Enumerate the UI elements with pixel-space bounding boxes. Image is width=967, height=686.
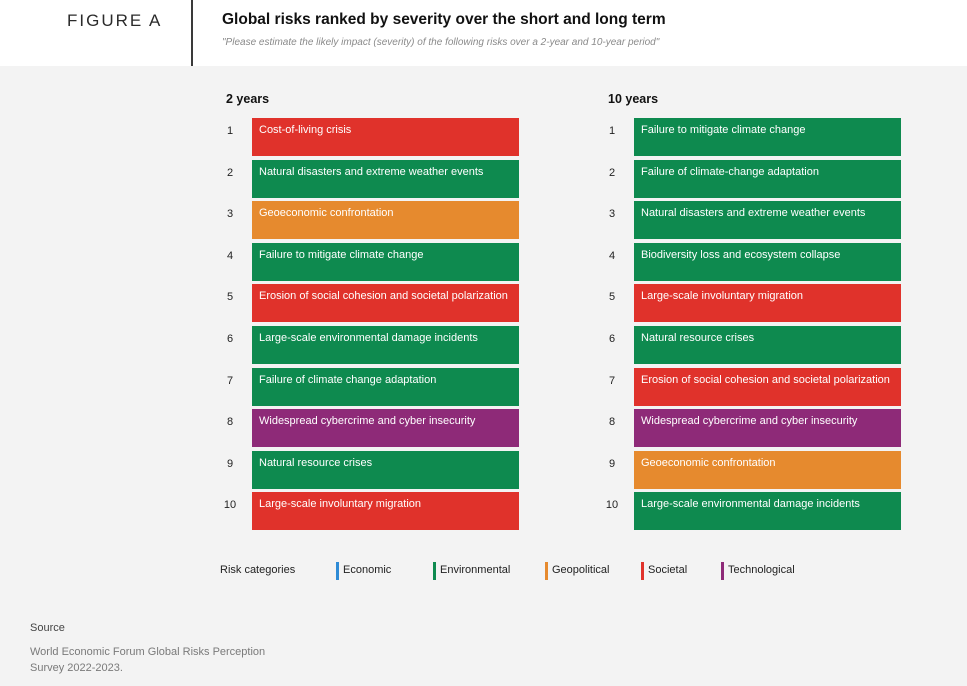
risk-row: 9 Geoeconomic confrontation (602, 450, 902, 489)
figure-panel: 2 years 1 Cost-of-living crisis 2 Natural d… (0, 66, 967, 686)
risk-list: 1 Cost-of-living crisis 2 Natural disasters… (220, 118, 520, 534)
risk-bar: Geoeconomic confrontation (634, 450, 901, 489)
risk-bar: Erosion of social cohesion and societal … (252, 284, 519, 323)
legend-label: Economic (343, 564, 392, 576)
risk-rank: 1 (226, 125, 234, 137)
risk-bar: Biodiversity loss and ecosystem collapse (634, 242, 901, 281)
legend-swatch (545, 562, 548, 580)
risk-rank: 5 (226, 291, 234, 304)
risk-row: 8 Widespread cybercrime and cyber insecur… (220, 409, 520, 448)
legend-label: Technological (728, 564, 795, 576)
risk-row: 2 Failure of climate-change adaptation (602, 159, 902, 198)
legend-title: Risk categories (220, 564, 296, 576)
risk-rank: 7 (226, 374, 234, 387)
risk-row: 1 Failure to mitigate climate change (602, 118, 902, 156)
risk-rank: 2 (608, 166, 616, 179)
risk-bar: Widespread cybercrime and cyber insecuri… (252, 409, 519, 448)
risk-bar: Geoeconomic confrontation (252, 201, 519, 240)
risk-bar: Natural resource crises (634, 325, 901, 364)
risk-bar: Natural disasters and extreme weather ev… (634, 201, 901, 240)
risk-rank: 1 (608, 125, 616, 137)
risk-bar: Erosion of social cohesion and societal … (634, 367, 901, 406)
legend-label: Societal (648, 564, 688, 576)
risk-row: 7 Erosion of social cohesion and societal… (602, 367, 902, 406)
risk-row: 1 Cost-of-living crisis (220, 118, 520, 156)
risk-row: 5 Erosion of social cohesion and societal… (220, 284, 520, 323)
risk-rank: 7 (608, 374, 616, 387)
risk-bar: Cost-of-living crisis (252, 118, 519, 156)
risk-row: 10 Large-scale involuntary migration (220, 492, 520, 531)
legend-swatch (721, 562, 724, 580)
risk-rank: 8 (608, 416, 616, 429)
risk-bar: Natural resource crises (252, 450, 519, 489)
risk-rank: 4 (226, 249, 234, 262)
risk-row: 5 Large-scale involuntary migration (602, 284, 902, 323)
risk-rank: 3 (608, 208, 616, 221)
risk-rank: 10 (605, 499, 619, 512)
risk-bar: Failure to mitigate climate change (252, 242, 519, 281)
risk-bar: Failure of climate-change adaptation (634, 159, 901, 198)
risk-row: 3 Geoeconomic confrontation (220, 201, 520, 240)
risk-bar: Large-scale involuntary migration (634, 284, 901, 323)
legend-swatch (336, 562, 339, 580)
column-title: 10 years (608, 92, 659, 106)
risk-rank: 9 (226, 457, 234, 470)
risk-rank: 10 (223, 499, 237, 512)
risk-bar: Large-scale environmental damage inciden… (252, 325, 519, 364)
risk-row: 10 Large-scale environmental damage incid… (602, 492, 902, 531)
figure-subtitle: "Please estimate the likely impact (seve… (222, 37, 660, 48)
risk-row: 6 Large-scale environmental damage incide… (220, 325, 520, 364)
risk-rank: 5 (608, 291, 616, 304)
risk-bar: Large-scale involuntary migration (252, 492, 519, 531)
risk-row: 4 Failure to mitigate climate change (220, 242, 520, 281)
risk-bar: Large-scale environmental damage inciden… (634, 492, 901, 531)
risk-list: 1 Failure to mitigate climate change 2 Fail… (602, 118, 902, 534)
risk-row: 3 Natural disasters and extreme weather e… (602, 201, 902, 240)
risk-row: 4 Biodiversity loss and ecosystem collaps… (602, 242, 902, 281)
risk-row: 2 Natural disasters and extreme weather e… (220, 159, 520, 198)
risk-rank: 2 (226, 166, 234, 179)
risk-rank: 4 (608, 249, 616, 262)
risk-rank: 6 (608, 332, 616, 345)
risk-rank: 9 (608, 457, 616, 470)
risk-bar: Failure to mitigate climate change (634, 118, 901, 156)
risk-rank: 8 (226, 416, 234, 429)
risk-row: 6 Natural resource crises (602, 325, 902, 364)
risk-row: 7 Failure of climate change adaptation (220, 367, 520, 406)
source-text: World Economic Forum Global Risks Percep… (30, 646, 266, 674)
figure-header: FIGURE A Global risks ranked by severity… (0, 0, 967, 66)
risk-row: 8 Widespread cybercrime and cyber insecur… (602, 409, 902, 448)
risk-bar: Failure of climate change adaptation (252, 367, 519, 406)
column-title: 2 years (226, 92, 270, 106)
risk-rank: 6 (226, 332, 234, 345)
risk-bar: Widespread cybercrime and cyber insecuri… (634, 409, 901, 448)
figure-label: FIGURE A (67, 11, 163, 30)
risk-rank: 3 (226, 208, 234, 221)
risk-bar: Natural disasters and extreme weather ev… (252, 159, 519, 198)
figure-title: Global risks ranked by severity over the… (222, 11, 666, 28)
legend-label: Geopolitical (552, 564, 610, 576)
risk-row: 9 Natural resource crises (220, 450, 520, 489)
header-divider (191, 0, 193, 66)
source-heading: Source (30, 622, 65, 634)
legend-swatch (641, 562, 644, 580)
legend-label: Environmental (440, 564, 511, 576)
legend-swatch (433, 562, 436, 580)
